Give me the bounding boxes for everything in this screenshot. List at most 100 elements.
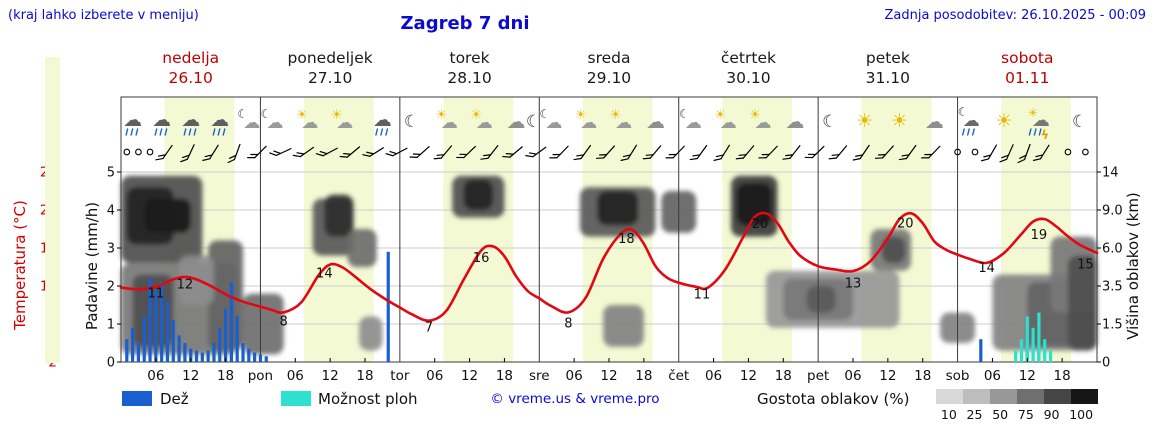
- rain-bars: [125, 251, 1053, 362]
- cloud-blob: [736, 183, 772, 226]
- wind-barb-icon: [155, 144, 173, 161]
- temperature-value-label: 14: [316, 267, 333, 282]
- day-header-četrtek: četrtek 30.10: [679, 48, 818, 88]
- svg-text:☾: ☾: [679, 107, 690, 121]
- wind-barb-icon: [874, 145, 894, 159]
- rain-bar: [264, 356, 268, 362]
- svg-text:☀: ☀: [856, 110, 873, 132]
- temperature-value-label: 8: [280, 315, 288, 330]
- wind-barb-icon: [315, 147, 338, 157]
- temperature-curve: [119, 211, 1099, 323]
- wind-barb-icon: [713, 144, 731, 161]
- wind-calm-icon: [1064, 148, 1072, 156]
- weather-icon-sun-cloud: ☀☁: [296, 108, 318, 133]
- svg-text:☀: ☀: [714, 108, 726, 123]
- weather-icon-storm: ☀☁ϟ: [1028, 106, 1050, 142]
- weather-icon-moon-cloud: ☾☁: [261, 107, 284, 133]
- day-date: 28.10: [447, 69, 492, 87]
- wind-barb-icon: [409, 146, 430, 158]
- cloud-blob: [806, 286, 836, 313]
- svg-text:☁: ☁: [210, 109, 229, 131]
- wind-barb-icon: [1032, 144, 1050, 161]
- wind-barb-icon: [385, 147, 408, 157]
- hour-label: 12: [740, 368, 757, 384]
- temperature-value-label: 18: [618, 232, 635, 247]
- wind-calm-icon: [971, 148, 979, 156]
- day-date: 29.10: [586, 69, 632, 87]
- rain-bar: [136, 343, 141, 362]
- wind-barb-icon: [549, 145, 569, 159]
- copyright-link[interactable]: © vreme.us & vreme.pro: [490, 391, 660, 407]
- wind-barb-icon: [980, 144, 998, 162]
- shower-bar: [1037, 312, 1041, 362]
- day-header-ponedeljek: ponedeljek 27.10: [260, 48, 399, 88]
- wind-barb-icon: [758, 145, 778, 159]
- hour-label: 06: [984, 368, 1001, 384]
- hour-label: 12: [322, 368, 339, 384]
- rain-bar: [229, 282, 233, 362]
- day-name: torek: [449, 49, 490, 67]
- svg-text:☀: ☀: [296, 108, 308, 123]
- rain-bar: [154, 289, 158, 362]
- svg-text:☁: ☁: [243, 113, 260, 133]
- wind-barb-icon: [620, 144, 638, 161]
- svg-text:☁: ☁: [755, 113, 772, 133]
- wind-calm-icon: [146, 148, 154, 156]
- cloud-scale-segment: [1017, 389, 1044, 404]
- rain-bar: [165, 301, 170, 362]
- wind-barb-icon: [292, 146, 315, 158]
- cloud-scale-number: 100: [1069, 407, 1094, 422]
- weather-icon-sun-cloud: ☀☁: [331, 108, 353, 133]
- svg-text:☁: ☁: [925, 111, 944, 133]
- wind-barb-icon: [269, 148, 292, 156]
- wind-barb-icon: [665, 145, 685, 159]
- svg-text:☁: ☁: [785, 111, 804, 133]
- wind-barb-icon: [735, 145, 755, 160]
- cloud-tick-label: 6.0: [1102, 242, 1123, 257]
- svg-text:☁: ☁: [963, 111, 980, 131]
- temperature-value-label: 19: [1031, 228, 1048, 243]
- weather-icon-sun: ☀: [891, 110, 908, 132]
- temperature-axis-title: Temperatura (°C): [11, 200, 29, 330]
- wind-barb-icon: [525, 146, 547, 158]
- wind-barb-icon: [595, 145, 615, 159]
- shower-legend-label: Možnost ploh: [318, 390, 418, 408]
- cloud-blob: [144, 198, 191, 233]
- day-abbrev-label: pet: [807, 368, 829, 384]
- svg-text:☀: ☀: [996, 110, 1013, 132]
- day-name: sobota: [1001, 49, 1054, 67]
- day-abbrev-label: pon: [248, 368, 273, 384]
- temperature-value-label: 16: [473, 251, 490, 266]
- shower-bar: [1014, 350, 1018, 362]
- svg-text:☾: ☾: [822, 112, 837, 132]
- cloud-scale-segment: [990, 389, 1017, 404]
- day-header-sreda: sreda 29.10: [539, 48, 678, 88]
- day-abbrev-label: tor: [390, 368, 410, 384]
- temperature-value-label: 12: [177, 277, 194, 292]
- weather-icon-cloud: ☁: [925, 111, 944, 133]
- temperature-value-label: 8: [564, 316, 572, 331]
- cloud-tick-label: 9.0: [1102, 204, 1123, 219]
- wind-barb-icon: [247, 145, 267, 159]
- weather-icon-moon: ☾: [822, 112, 837, 132]
- weather-icon-sun: ☀: [856, 110, 873, 132]
- cloud-scale-number: 90: [1043, 407, 1060, 422]
- rain-bar: [189, 348, 193, 362]
- temperature-value-label: 20: [752, 217, 769, 232]
- shower-bar: [1043, 339, 1047, 362]
- svg-text:☾: ☾: [1072, 112, 1087, 132]
- cloud-tick-label: 1.5: [1102, 318, 1123, 333]
- rain-legend-swatch: [122, 391, 152, 406]
- weather-icon-rain: ☁: [210, 109, 229, 136]
- weather-icon-moon-rain: ☾☁: [958, 105, 980, 136]
- hour-label: 18: [217, 368, 234, 384]
- weather-icon-moon-cloud: ☾☁: [679, 107, 702, 133]
- page-title: Zagreb 7 dni: [400, 13, 530, 34]
- weather-icon-moon: ☾: [1072, 112, 1087, 132]
- rain-bar: [177, 335, 181, 362]
- svg-text:☀: ☀: [436, 108, 448, 123]
- wind-barb-icon: [642, 145, 662, 160]
- weather-icon-sun-cloud: ☀☁: [470, 108, 492, 133]
- wind-barb-icon: [362, 147, 385, 157]
